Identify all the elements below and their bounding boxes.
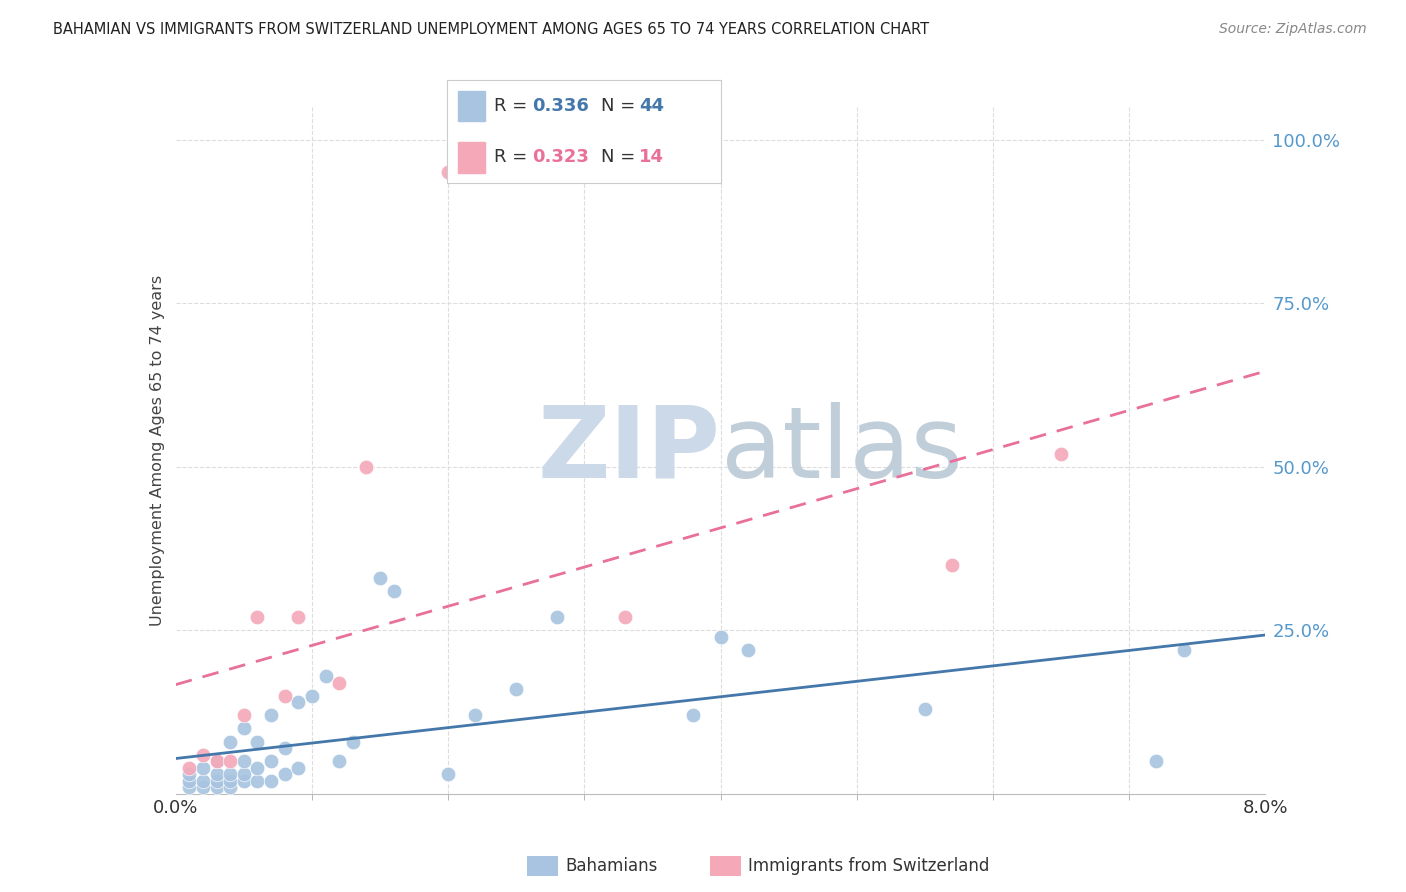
Text: ZIP: ZIP — [537, 402, 721, 499]
Point — [287, 610, 309, 624]
Point — [356, 459, 378, 474]
Point — [191, 780, 214, 795]
Point — [941, 558, 963, 572]
Point — [191, 747, 214, 762]
Point — [260, 773, 283, 788]
Point — [260, 708, 283, 723]
Point — [246, 761, 269, 775]
Text: Source: ZipAtlas.com: Source: ZipAtlas.com — [1219, 22, 1367, 37]
Point — [205, 754, 228, 768]
Point — [546, 610, 568, 624]
Point — [328, 754, 350, 768]
Text: BAHAMIAN VS IMMIGRANTS FROM SWITZERLAND UNEMPLOYMENT AMONG AGES 65 TO 74 YEARS C: BAHAMIAN VS IMMIGRANTS FROM SWITZERLAND … — [53, 22, 929, 37]
Text: 0.323: 0.323 — [531, 148, 589, 166]
Bar — [458, 142, 485, 173]
Point — [205, 780, 228, 795]
Point — [232, 708, 254, 723]
Point — [232, 767, 254, 781]
Point — [246, 610, 269, 624]
Point — [1173, 643, 1195, 657]
Point — [191, 761, 214, 775]
Point — [682, 708, 704, 723]
Point — [260, 754, 283, 768]
Text: 14: 14 — [640, 148, 664, 166]
Text: N =: N = — [600, 148, 641, 166]
Point — [232, 754, 254, 768]
Point — [437, 165, 460, 179]
Point — [710, 630, 733, 644]
Point — [505, 682, 527, 697]
Point — [179, 767, 201, 781]
Point — [614, 610, 637, 624]
Point — [464, 708, 486, 723]
Point — [287, 695, 309, 709]
Point — [246, 773, 269, 788]
Text: Immigrants from Switzerland: Immigrants from Switzerland — [748, 857, 990, 875]
Point — [914, 702, 936, 716]
Point — [219, 780, 242, 795]
Point — [205, 754, 228, 768]
Text: R =: R = — [494, 148, 533, 166]
Point — [382, 584, 405, 599]
Text: 0.336: 0.336 — [531, 97, 589, 115]
Bar — [458, 91, 485, 121]
Point — [437, 767, 460, 781]
Text: R =: R = — [494, 97, 533, 115]
Point — [274, 767, 297, 781]
Point — [315, 669, 337, 683]
Point — [246, 734, 269, 748]
Point — [179, 780, 201, 795]
Text: Bahamians: Bahamians — [565, 857, 658, 875]
Point — [328, 675, 350, 690]
Point — [219, 734, 242, 748]
Point — [274, 741, 297, 756]
Point — [274, 689, 297, 703]
Point — [205, 767, 228, 781]
Point — [301, 689, 323, 703]
Point — [179, 761, 201, 775]
Text: atlas: atlas — [721, 402, 962, 499]
Point — [219, 754, 242, 768]
Point — [205, 773, 228, 788]
Point — [287, 761, 309, 775]
Point — [232, 722, 254, 736]
Y-axis label: Unemployment Among Ages 65 to 74 years: Unemployment Among Ages 65 to 74 years — [149, 275, 165, 626]
Point — [179, 773, 201, 788]
Point — [191, 773, 214, 788]
Point — [1050, 447, 1073, 461]
Text: N =: N = — [600, 97, 641, 115]
Point — [232, 773, 254, 788]
Point — [219, 767, 242, 781]
Point — [342, 734, 364, 748]
Text: 44: 44 — [640, 97, 664, 115]
Point — [737, 643, 759, 657]
Point — [368, 571, 391, 585]
Point — [219, 773, 242, 788]
Point — [1144, 754, 1167, 768]
